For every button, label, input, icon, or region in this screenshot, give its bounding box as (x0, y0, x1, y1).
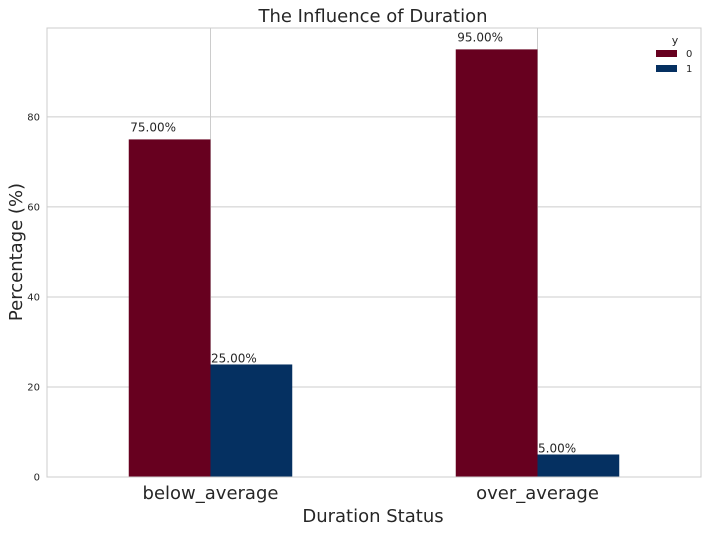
bar-data-label: 25.00% (211, 351, 257, 365)
y-tick-label: 80 (27, 112, 40, 123)
plot-area: 0 20 40 60 80 75.00% 95.00% 25.00% 5.00% below_av… (27, 27, 702, 504)
bar-data-label: 5.00% (538, 441, 576, 455)
bar-data-label: 95.00% (457, 30, 503, 44)
plot-frame (46, 27, 702, 478)
legend-swatch-1 (656, 65, 677, 72)
x-axis-label: Duration Status (302, 506, 443, 527)
legend: y0 1 (656, 34, 692, 75)
y-tick-label: 60 (27, 202, 40, 213)
legend-entry-1: 1 (686, 64, 692, 75)
legend-entry-0: 0 (686, 49, 692, 60)
bar-series-0-over_average (455, 49, 538, 477)
legend-swatch-0 (656, 50, 677, 57)
y-tick-label: 0 (34, 473, 40, 484)
x-tick-label: over_average (476, 483, 599, 504)
y-axis-label: Percentage (%) (6, 183, 27, 321)
bar-series-1-below_average (210, 364, 293, 477)
y-tick-label: 20 (27, 382, 40, 393)
bar-series-1-over_average (537, 454, 620, 477)
chart-title: The Influence of Duration (257, 6, 487, 27)
legend-title: y (672, 34, 679, 47)
x-tick-label: below_average (143, 483, 279, 504)
y-tick-label: 40 (27, 292, 40, 303)
bar-series-0-below_average (128, 139, 211, 478)
bar-data-label: 75.00% (130, 120, 176, 134)
